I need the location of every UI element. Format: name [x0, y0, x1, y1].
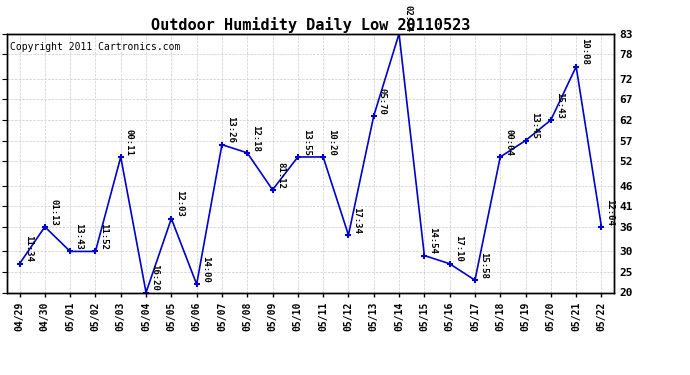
Text: 81:12: 81:12	[277, 162, 286, 188]
Text: 16:20: 16:20	[150, 264, 159, 291]
Text: 00:04: 00:04	[504, 129, 513, 156]
Text: 14:54: 14:54	[428, 227, 437, 254]
Text: 01:13: 01:13	[49, 198, 58, 225]
Text: 15:58: 15:58	[479, 252, 488, 279]
Text: 11:34: 11:34	[23, 236, 32, 262]
Text: 10:20: 10:20	[327, 129, 336, 156]
Text: 05:70: 05:70	[378, 88, 387, 114]
Text: 12:18: 12:18	[251, 124, 260, 152]
Text: 17:34: 17:34	[353, 207, 362, 234]
Text: 13:43: 13:43	[75, 223, 83, 250]
Text: 13:45: 13:45	[530, 112, 539, 139]
Title: Outdoor Humidity Daily Low 20110523: Outdoor Humidity Daily Low 20110523	[151, 16, 470, 33]
Text: 12:03: 12:03	[175, 190, 184, 217]
Text: 15:43: 15:43	[555, 92, 564, 118]
Text: 00:11: 00:11	[125, 129, 134, 156]
Text: 11:52: 11:52	[99, 223, 108, 250]
Text: 17:10: 17:10	[454, 236, 463, 262]
Text: 13:55: 13:55	[302, 129, 311, 156]
Text: 13:26: 13:26	[226, 116, 235, 143]
Text: 12:04: 12:04	[606, 198, 615, 225]
Text: Copyright 2011 Cartronics.com: Copyright 2011 Cartronics.com	[10, 42, 180, 51]
Text: 02:14: 02:14	[403, 6, 412, 32]
Text: 10:08: 10:08	[580, 38, 589, 65]
Text: 14:00: 14:00	[201, 256, 210, 283]
